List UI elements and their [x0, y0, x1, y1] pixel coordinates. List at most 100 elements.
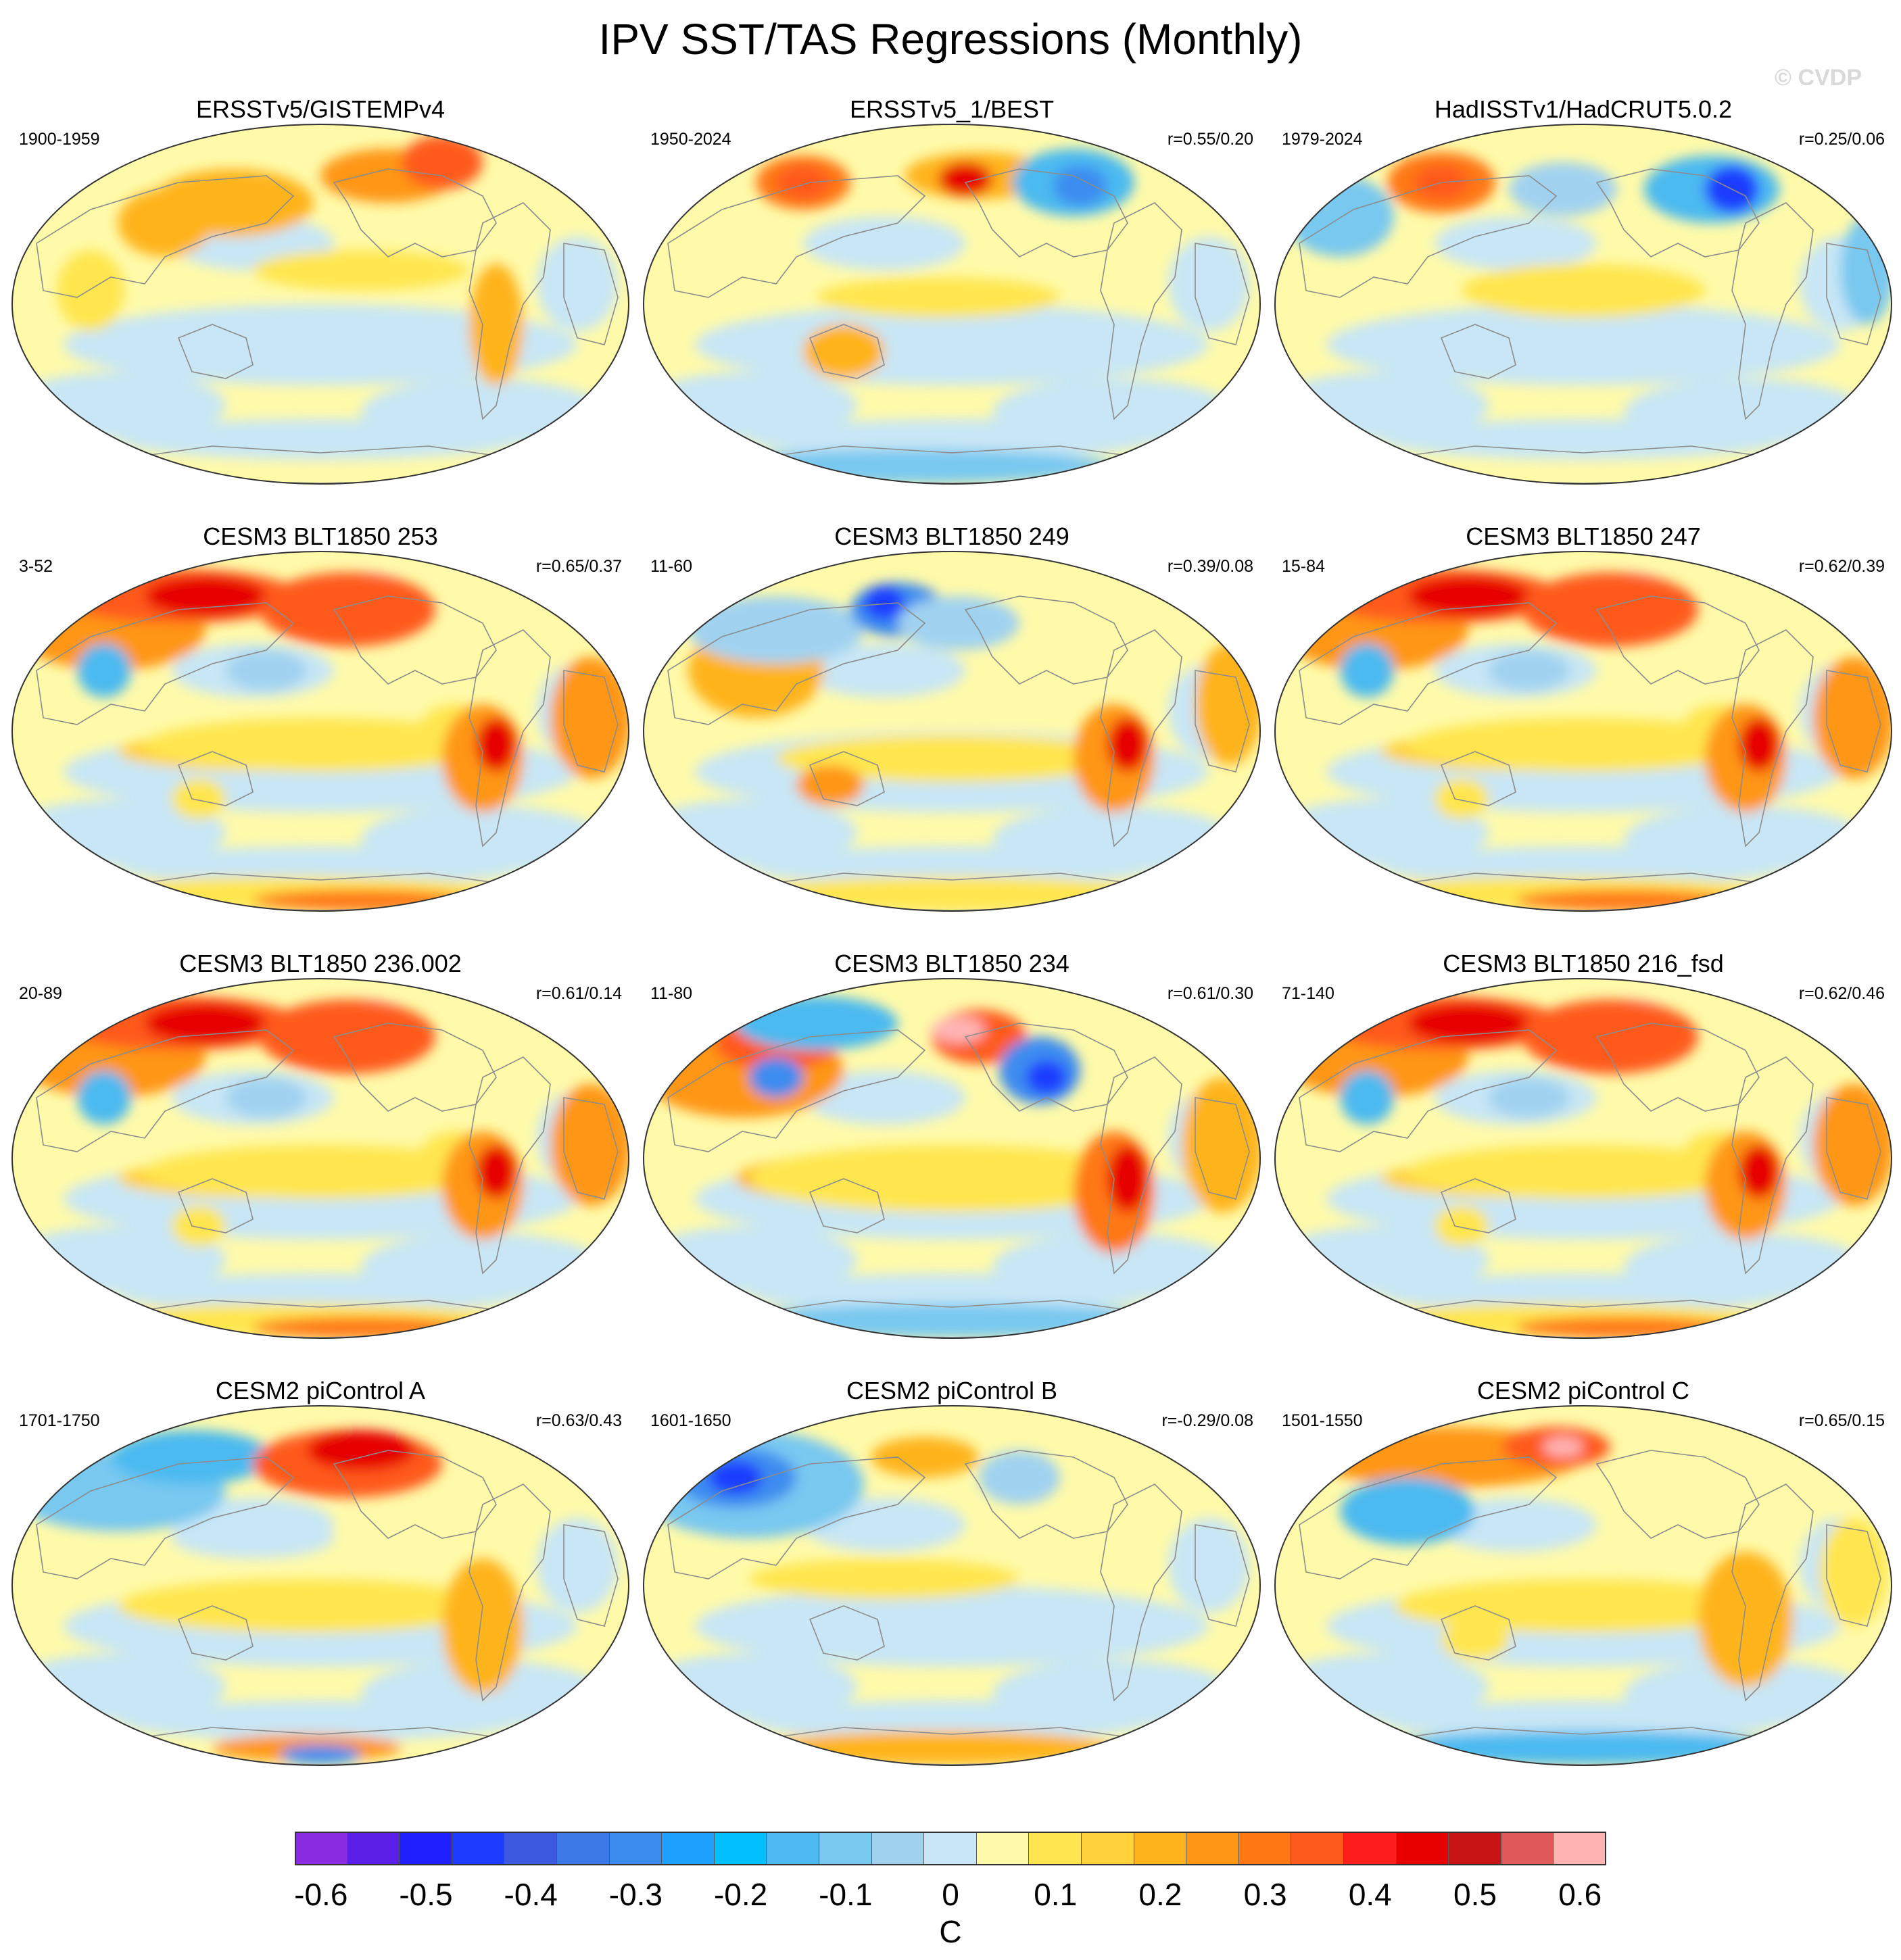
- panel-correlation: r=-0.29/0.08: [1161, 1411, 1253, 1430]
- anomaly-region: [803, 324, 884, 378]
- map-border: [11, 124, 629, 485]
- panel-title: CESM3 BLT1850 247: [1466, 522, 1701, 550]
- panel-correlation: r=0.63/0.43: [535, 1411, 622, 1430]
- panel-correlation: r=0.61/0.14: [535, 984, 622, 1003]
- coastline: [468, 1056, 551, 1275]
- coastline: [667, 1456, 926, 1579]
- anomaly-region: [118, 846, 523, 887]
- coastline: [1826, 1524, 1881, 1627]
- anomaly-region: [817, 277, 1060, 318]
- coastline: [1195, 670, 1250, 773]
- coastline: [177, 751, 254, 806]
- anomaly-region: [1380, 1273, 1786, 1314]
- anomaly-region: [763, 1731, 1114, 1765]
- anomaly-region: [803, 643, 965, 697]
- regression-map: [11, 978, 629, 1339]
- colorbar-swatch: [295, 1832, 347, 1865]
- coastline: [1826, 1097, 1881, 1200]
- panel-period: 71-140: [1282, 984, 1334, 1003]
- panel-period: 1979-2024: [1282, 130, 1363, 149]
- anomaly-region: [1489, 1077, 1570, 1118]
- regression-map: [1274, 551, 1892, 912]
- anomaly-region: [1435, 1206, 1489, 1246]
- panel-title: HadISSTv1/HadCRUT5.0.2: [1434, 95, 1733, 123]
- coastline: [563, 1097, 619, 1200]
- anomaly-region: [77, 643, 131, 697]
- anomaly-region: [1543, 1437, 1583, 1457]
- coastline: [1595, 1450, 1760, 1539]
- anomaly-region: [803, 216, 965, 270]
- anomaly-region: [145, 718, 496, 772]
- colorbar-tick-label: 0: [942, 1877, 959, 1912]
- coastline: [36, 1456, 295, 1579]
- map-border: [11, 551, 629, 912]
- anomaly-region: [280, 1745, 361, 1764]
- anomaly-region: [253, 889, 469, 911]
- anomaly-region: [1407, 1145, 1759, 1199]
- map-panel: CESM3 BLT1850 253 3-52 r=0.65/0.37: [9, 522, 631, 914]
- coastline: [1100, 1484, 1182, 1702]
- panel-title: CESM3 BLT1850 216_fsd: [1443, 950, 1724, 977]
- anomaly-region: [1435, 216, 1597, 270]
- coastline: [177, 1605, 254, 1661]
- coastline: [468, 202, 551, 420]
- anomaly-region: [1340, 643, 1394, 697]
- anomaly-region: [1522, 572, 1698, 647]
- anomaly-region: [1516, 889, 1732, 911]
- anomaly-region: [708, 449, 1114, 483]
- colorbar-tick-label: -0.4: [504, 1877, 558, 1912]
- regression-map: [643, 978, 1261, 1339]
- panel-period: 11-60: [650, 557, 693, 576]
- coastline: [563, 243, 619, 345]
- coastline: [333, 595, 497, 685]
- anomaly-region: [1326, 304, 1840, 385]
- coastline: [563, 1524, 619, 1627]
- panel-title: CESM3 BLT1850 249: [834, 522, 1069, 550]
- anomaly-region: [537, 1518, 618, 1613]
- anomaly-region: [253, 250, 469, 291]
- anomaly-region: [1407, 1003, 1529, 1044]
- map-panel: CESM2 piControl B 1601-1650 r=-0.29/0.08: [641, 1376, 1263, 1768]
- coastline: [964, 1023, 1128, 1112]
- panel-title: CESM2 piControl B: [846, 1377, 1058, 1404]
- colorbar-tick-label: -0.3: [608, 1877, 663, 1912]
- coastline: [1195, 1097, 1250, 1200]
- coastline: [809, 751, 885, 806]
- anomaly-region: [476, 718, 516, 772]
- panel-period: 20-89: [19, 984, 62, 1003]
- colorbar-tick-label: 0.3: [1243, 1877, 1287, 1912]
- anomaly-region: [260, 1000, 435, 1074]
- anomaly-region: [172, 1518, 334, 1559]
- copyright-watermark: © CVDP: [1775, 65, 1862, 91]
- colorbar-swatch: [924, 1832, 977, 1865]
- panel-period: 1900-1959: [19, 130, 100, 149]
- colorbar-tick-label: 0.2: [1138, 1877, 1182, 1912]
- anomaly-region: [1509, 162, 1617, 216]
- panel-title: CESM2 piControl A: [215, 1377, 426, 1404]
- anomaly-region: [898, 596, 1019, 650]
- anomaly-region: [172, 779, 226, 819]
- colorbar-swatch: [1082, 1832, 1134, 1865]
- map-panel: ERSSTv5/GISTEMPv4 1900-1959: [9, 95, 631, 487]
- colorbar-swatch: [1396, 1832, 1449, 1865]
- anomaly-region: [1522, 1000, 1698, 1074]
- panel-period: 1701-1750: [19, 1411, 100, 1430]
- anomaly-region: [118, 1273, 523, 1314]
- panel-correlation: r=0.55/0.20: [1167, 130, 1253, 149]
- anomaly-region: [77, 1071, 131, 1125]
- anomaly-region: [749, 846, 1155, 887]
- colorbar-swatch: [1029, 1832, 1082, 1865]
- colorbar-swatch: [976, 1832, 1030, 1865]
- colorbar-swatch: [1291, 1832, 1344, 1865]
- coastline: [809, 1605, 885, 1661]
- map-border: [1274, 978, 1892, 1339]
- anomaly-region: [1516, 1317, 1732, 1338]
- map-panel: CESM2 piControl A 1701-1750 r=0.63/0.43: [9, 1376, 631, 1768]
- colorbar-swatch: [714, 1832, 767, 1865]
- anomaly-region: [1407, 718, 1759, 772]
- anomaly-region: [1698, 1552, 1793, 1687]
- colorbar-swatch: [400, 1832, 452, 1865]
- anomaly-region: [1407, 576, 1529, 616]
- anomaly-region: [118, 419, 523, 460]
- panel-period: 1950-2024: [650, 130, 731, 149]
